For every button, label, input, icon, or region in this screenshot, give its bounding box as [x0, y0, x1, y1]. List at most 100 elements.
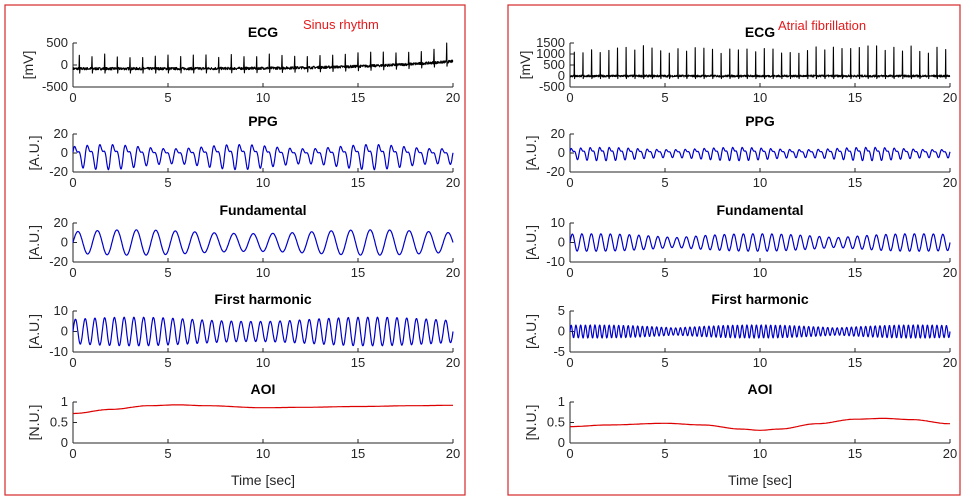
x-tick-label: 15	[351, 265, 365, 280]
x-tick-label: 20	[446, 175, 460, 190]
series-line-ecg	[72, 42, 454, 74]
y-tick-label: 0.5	[547, 415, 565, 430]
y-tick-label: 10	[54, 303, 68, 318]
x-tick-label: 5	[164, 90, 171, 105]
y-tick-label: 0	[558, 435, 565, 450]
y-tick-label: -500	[42, 79, 68, 94]
y-tick-label: 1500	[536, 35, 565, 50]
subplot-title: Fundamental	[219, 202, 306, 218]
x-tick-label: 5	[164, 355, 171, 370]
x-tick-label: 10	[256, 265, 270, 280]
x-tick-label: 15	[351, 446, 365, 461]
series-line-aoi	[570, 417, 950, 431]
y-tick-label: 0	[558, 324, 565, 339]
y-tick-label: 0	[61, 324, 68, 339]
x-tick-label: 0	[69, 175, 76, 190]
series-line-ppg	[569, 146, 951, 162]
subplot-title: ECG	[745, 24, 775, 40]
y-axis-label: [A.U.]	[26, 135, 42, 170]
x-tick-label: 0	[566, 355, 573, 370]
y-tick-label: 1000	[536, 46, 565, 61]
y-tick-label: -20	[49, 164, 68, 179]
x-tick-label: 0	[69, 90, 76, 105]
y-tick-label: 20	[54, 215, 68, 230]
subplot-aoi: AOI 1 0.5 00 5 10 15 20 [N.U.]	[26, 381, 460, 461]
x-tick-label: 10	[753, 175, 767, 190]
x-tick-label: 5	[164, 446, 171, 461]
y-axis-label: [A.U.]	[523, 314, 539, 349]
series-line-first-harmonic	[569, 324, 951, 339]
y-tick-label: -20	[546, 164, 565, 179]
y-tick-label: -5	[553, 344, 565, 359]
x-tick-label: 15	[848, 175, 862, 190]
y-tick-label: 0	[61, 57, 68, 72]
y-tick-label: 20	[54, 126, 68, 141]
y-tick-label: 0	[61, 235, 68, 250]
x-tick-label: 5	[164, 175, 171, 190]
y-tick-label: 10	[551, 215, 565, 230]
x-tick-label: 15	[351, 90, 365, 105]
y-tick-label: 1	[558, 394, 565, 409]
x-tick-label: 10	[256, 355, 270, 370]
series-line-ppg	[72, 144, 454, 171]
x-tick-label: 10	[256, 175, 270, 190]
y-tick-label: -10	[546, 254, 565, 269]
x-tick-label: 15	[848, 265, 862, 280]
x-tick-label: 20	[446, 446, 460, 461]
x-tick-label: 5	[661, 355, 668, 370]
x-tick-label: 0	[69, 355, 76, 370]
x-tick-label: 10	[753, 446, 767, 461]
y-tick-label: -500	[539, 79, 565, 94]
y-tick-label: 0	[558, 235, 565, 250]
x-tick-label: 20	[943, 265, 957, 280]
series-line-fundamental	[72, 229, 454, 256]
series-line-aoi	[73, 404, 453, 415]
y-tick-label: 0	[61, 145, 68, 160]
x-tick-label: 20	[943, 175, 957, 190]
x-tick-label: 0	[69, 265, 76, 280]
subplot-title: First harmonic	[214, 291, 311, 307]
x-tick-label: 15	[848, 355, 862, 370]
panel-annotation: Sinus rhythm	[303, 17, 379, 32]
x-tick-label: 5	[661, 175, 668, 190]
x-tick-label: 15	[351, 355, 365, 370]
subplot-title: PPG	[745, 113, 775, 129]
panel-frame-0	[4, 4, 466, 496]
x-tick-label: 10	[753, 265, 767, 280]
x-tick-label: 15	[848, 90, 862, 105]
series-line-fundamental	[569, 233, 951, 252]
panel-annotation: Atrial fibrillation	[778, 18, 866, 33]
y-axis-label: [A.U.]	[26, 225, 42, 260]
y-tick-label: -20	[49, 254, 68, 269]
y-tick-label: 500	[543, 57, 565, 72]
x-tick-label: 10	[256, 446, 270, 461]
x-tick-label: 0	[566, 446, 573, 461]
x-tick-label: 15	[351, 175, 365, 190]
panel-frame-1	[507, 4, 961, 496]
subplot-title: Fundamental	[716, 202, 803, 218]
x-tick-label: 5	[661, 265, 668, 280]
series-line-first-harmonic	[72, 316, 454, 347]
x-tick-label: 0	[566, 265, 573, 280]
x-tick-label: 5	[661, 90, 668, 105]
subplot-title: First harmonic	[711, 291, 808, 307]
y-axis-label: [A.U.]	[523, 135, 539, 170]
x-tick-label: 20	[446, 265, 460, 280]
x-tick-label: 10	[753, 90, 767, 105]
y-axis-label: [mV]	[20, 51, 36, 80]
x-tick-label: 20	[943, 355, 957, 370]
x-axis-label: Time [sec]	[728, 472, 792, 488]
x-tick-label: 20	[943, 90, 957, 105]
x-tick-label: 20	[943, 446, 957, 461]
x-tick-label: 20	[446, 90, 460, 105]
subplot-title: AOI	[251, 381, 276, 397]
series-line-ecg	[569, 45, 951, 80]
x-axis-label: Time [sec]	[231, 472, 295, 488]
y-tick-label: 0	[558, 145, 565, 160]
